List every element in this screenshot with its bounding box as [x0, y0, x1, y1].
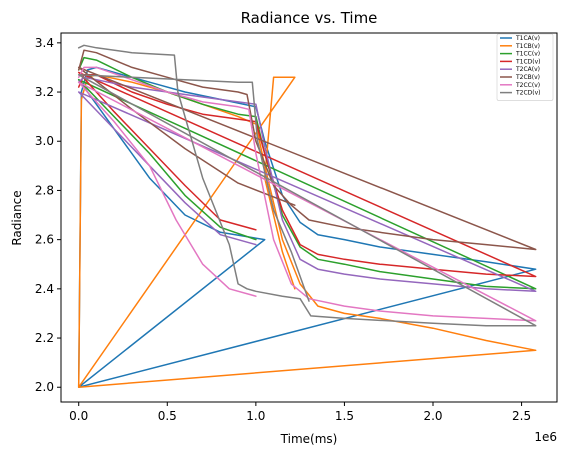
series-line-t1cd-v — [77, 71, 537, 278]
y-axis-label: Radiance — [10, 190, 24, 245]
y-tick-label: 3.0 — [35, 134, 54, 148]
x-axis-multiplier: 1e6 — [534, 430, 557, 444]
series-line-t2cb-v — [77, 49, 537, 251]
legend-label: T1CA(v) — [515, 35, 540, 42]
x-tick-label: 2.5 — [512, 409, 531, 423]
y-tick-label: 2.6 — [35, 233, 54, 247]
series-line-t1cc-v — [77, 56, 537, 290]
legend-label: T1CC(v) — [515, 51, 540, 58]
y-tick-label: 2.8 — [35, 183, 54, 197]
plot-area — [60, 32, 558, 403]
legend: T1CA(v)T1CB(v)T1CC(v)T1CD(v)T2CA(v)T2CB(… — [496, 33, 554, 101]
series-line-t2cd-v — [77, 44, 537, 327]
series-line-t2ca-v — [77, 76, 537, 293]
legend-label: T1CB(v) — [515, 43, 540, 50]
y-tick-label: 2.2 — [35, 331, 54, 345]
x-tick-label: 2.0 — [423, 409, 442, 423]
y-axis-ticks: 2.0 2.2 2.4 2.6 2.8 3.0 3.2 3.4 — [35, 36, 61, 394]
y-tick-label: 2.0 — [35, 380, 54, 394]
x-tick-label: 0.0 — [69, 409, 88, 423]
series-layer — [77, 44, 537, 388]
y-tick-label: 3.2 — [35, 85, 54, 99]
legend-label: T1CD(v) — [515, 58, 541, 65]
y-tick-label: 3.4 — [35, 36, 54, 50]
legend-label: T2CD(v) — [515, 90, 541, 97]
y-tick-label: 2.4 — [35, 282, 54, 296]
series-line-t1cb-v — [77, 74, 537, 388]
chart-title: Radiance vs. Time — [241, 9, 378, 27]
x-axis-ticks: 0.0 0.5 1.0 1.5 2.0 2.5 — [69, 402, 531, 423]
legend-label: T2CA(v) — [515, 66, 540, 73]
legend-frame — [496, 33, 554, 101]
x-tick-label: 1.0 — [246, 409, 265, 423]
series-line-t1ca-v — [77, 66, 537, 388]
plot-frame — [60, 32, 558, 403]
x-axis-label: Time(ms) — [280, 432, 338, 446]
legend-label: T2CB(v) — [515, 74, 540, 81]
x-tick-label: 0.5 — [158, 409, 177, 423]
series-line-t2cc-v — [77, 66, 537, 322]
x-tick-label: 1.5 — [335, 409, 354, 423]
legend-label: T2CC(v) — [515, 82, 540, 89]
